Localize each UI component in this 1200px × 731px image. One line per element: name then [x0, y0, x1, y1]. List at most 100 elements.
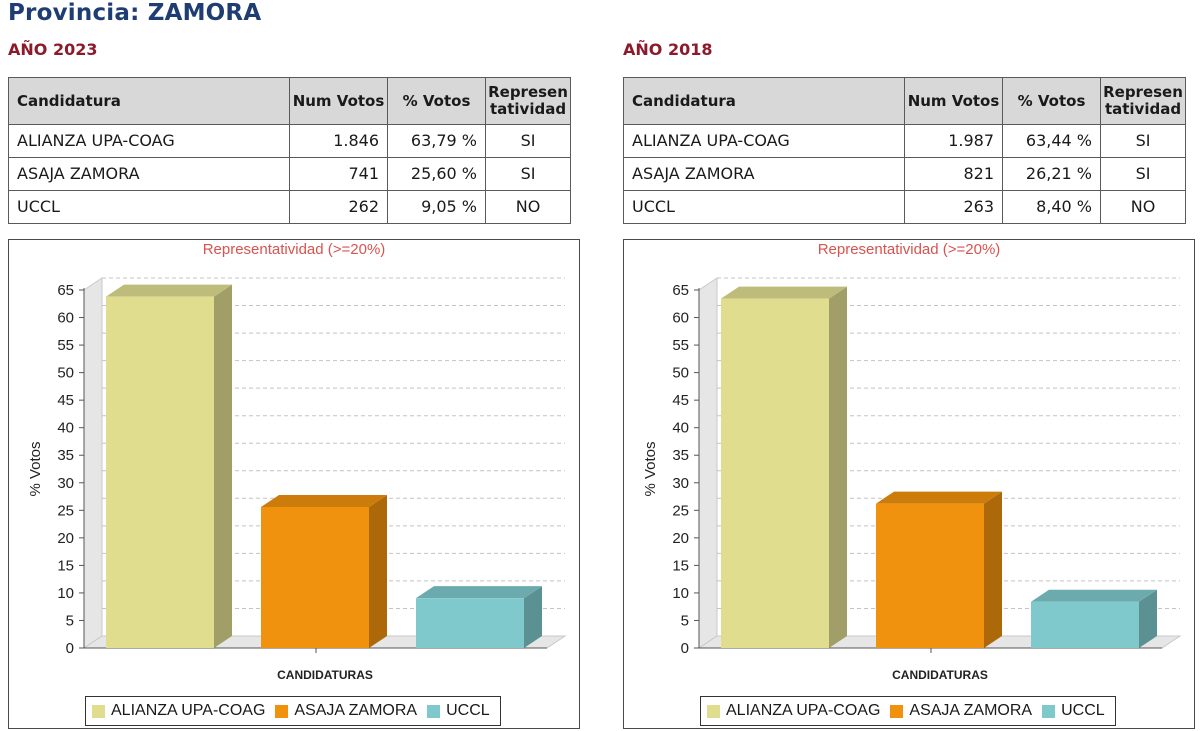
- cell-representatividad: SI: [485, 157, 571, 191]
- y-tick-label: 0: [681, 640, 689, 657]
- y-tick-label: 65: [672, 282, 689, 299]
- y-tick-label: 60: [672, 310, 689, 327]
- cell-num-votos: 263: [904, 190, 1003, 224]
- panel-2023: AÑO 2023 Candidatura Num Votos % Votos R…: [8, 40, 582, 730]
- bar-front: [106, 296, 214, 648]
- table-row: ASAJA ZAMORA 741 25,60 % SI: [8, 157, 571, 191]
- bar-chart: Representatividad (>=20%) 0 5 10 15 20 25 30 35 4…: [642, 241, 1182, 682]
- y-tick-label: 10: [672, 585, 689, 602]
- bar: [1031, 589, 1157, 648]
- chart-legend: ALIANZA UPA-COAG ASAJA ZAMORA UCCL: [85, 696, 501, 726]
- y-tick-label: 15: [672, 557, 689, 574]
- legend-label: UCCL: [1061, 702, 1105, 719]
- y-tick-label: 25: [57, 502, 74, 519]
- y-tick-label: 20: [672, 530, 689, 547]
- bar-front: [1031, 601, 1139, 648]
- cell-candidatura: ALIANZA UPA-COAG: [623, 124, 905, 158]
- legend-label: ASAJA ZAMORA: [909, 702, 1033, 719]
- y-axis-label: % Votos: [27, 441, 44, 496]
- y-tick-label: 45: [672, 392, 689, 409]
- cell-pct-votos: 63,44 %: [1002, 124, 1101, 158]
- bar: [876, 491, 1002, 648]
- cell-pct-votos: 26,21 %: [1002, 157, 1101, 191]
- legend-item-alianza: ALIANZA UPA-COAG: [92, 702, 265, 720]
- bar-side: [369, 495, 387, 648]
- y-tick-label: 20: [57, 530, 74, 547]
- legend-label: UCCL: [446, 702, 490, 719]
- header-repres-line1: Represen: [488, 83, 568, 101]
- chart-side-wall: [698, 277, 718, 649]
- bar-side: [214, 284, 232, 648]
- y-tick-label: 40: [672, 420, 689, 437]
- y-tick-label: 5: [681, 612, 689, 629]
- y-tick-label: 40: [57, 420, 74, 437]
- bar-front: [876, 503, 984, 648]
- y-tick-label: 30: [672, 475, 689, 492]
- header-pct-votos: % Votos: [387, 77, 486, 125]
- y-tick-label: 65: [57, 282, 74, 299]
- y-tick-label: 35: [672, 447, 689, 464]
- bar-side: [984, 491, 1002, 648]
- bar-front: [721, 298, 829, 648]
- legend-swatch: [275, 704, 289, 718]
- legend-item-uccl: UCCL: [427, 702, 490, 720]
- header-num-votos: Num Votos: [289, 77, 388, 125]
- bar-front: [261, 507, 369, 648]
- chart-side-wall: [83, 277, 103, 649]
- y-axis-label: % Votos: [642, 441, 659, 496]
- legend-swatch: [890, 704, 904, 718]
- legend-label: ALIANZA UPA-COAG: [726, 702, 881, 719]
- table-row: UCCL 263 8,40 % NO: [623, 190, 1186, 224]
- legend-item-uccl: UCCL: [1042, 702, 1105, 720]
- header-repres-line2: tatividad: [489, 100, 567, 118]
- chart-box: Representatividad (>=20%) 0 5 10 15 20 25 30 35 4…: [8, 239, 580, 729]
- header-pct-votos: % Votos: [1002, 77, 1101, 125]
- chart-legend: ALIANZA UPA-COAG ASAJA ZAMORA UCCL: [700, 696, 1116, 726]
- y-tick-label: 50: [672, 365, 689, 382]
- bar-top: [106, 284, 232, 297]
- bar-top: [876, 491, 1002, 504]
- y-tick-label: 0: [66, 640, 74, 657]
- y-tick-label: 30: [57, 475, 74, 492]
- results-table: Candidatura Num Votos % Votos Represen ta…: [623, 77, 1186, 224]
- cell-num-votos: 1.987: [904, 124, 1003, 158]
- page-title: Provincia: ZAMORA: [8, 0, 262, 26]
- cell-num-votos: 821: [904, 157, 1003, 191]
- table-header-row: Candidatura Num Votos % Votos Represen ta…: [623, 77, 1186, 125]
- bar: [261, 495, 387, 648]
- legend-swatch: [1042, 704, 1056, 718]
- cell-num-votos: 262: [289, 190, 388, 224]
- chart-title: Representatividad (>=20%): [818, 241, 1001, 258]
- cell-representatividad: SI: [485, 124, 571, 158]
- y-tick-label: 50: [57, 365, 74, 382]
- cell-candidatura: UCCL: [623, 190, 905, 224]
- bar: [106, 284, 232, 648]
- bar: [416, 586, 542, 648]
- cell-pct-votos: 63,79 %: [387, 124, 486, 158]
- cell-candidatura: ALIANZA UPA-COAG: [8, 124, 290, 158]
- cell-candidatura: ASAJA ZAMORA: [623, 157, 905, 191]
- cell-candidatura: UCCL: [8, 190, 290, 224]
- legend-item-alianza: ALIANZA UPA-COAG: [707, 702, 880, 720]
- y-tick-label: 45: [57, 392, 74, 409]
- table-row: ALIANZA UPA-COAG 1.987 63,44 % SI: [623, 124, 1186, 158]
- header-representatividad: Represen tatividad: [1100, 77, 1186, 125]
- cell-representatividad: NO: [485, 190, 571, 224]
- cell-representatividad: SI: [1100, 124, 1186, 158]
- year-title: AÑO 2023: [8, 40, 98, 59]
- bar-side: [524, 586, 542, 648]
- cell-candidatura: ASAJA ZAMORA: [8, 157, 290, 191]
- table-header-row: Candidatura Num Votos % Votos Represen ta…: [8, 77, 571, 125]
- header-candidatura: Candidatura: [8, 77, 290, 125]
- bar-top: [721, 286, 847, 299]
- cell-pct-votos: 25,60 %: [387, 157, 486, 191]
- y-tick-label: 15: [57, 557, 74, 574]
- y-tick-label: 10: [57, 585, 74, 602]
- results-table: Candidatura Num Votos % Votos Represen ta…: [8, 77, 571, 224]
- legend-item-asaja: ASAJA ZAMORA: [890, 702, 1032, 720]
- legend-label: ASAJA ZAMORA: [294, 702, 418, 719]
- cell-representatividad: NO: [1100, 190, 1186, 224]
- table-row: UCCL 262 9,05 % NO: [8, 190, 571, 224]
- cell-num-votos: 1.846: [289, 124, 388, 158]
- cell-pct-votos: 8,40 %: [1002, 190, 1101, 224]
